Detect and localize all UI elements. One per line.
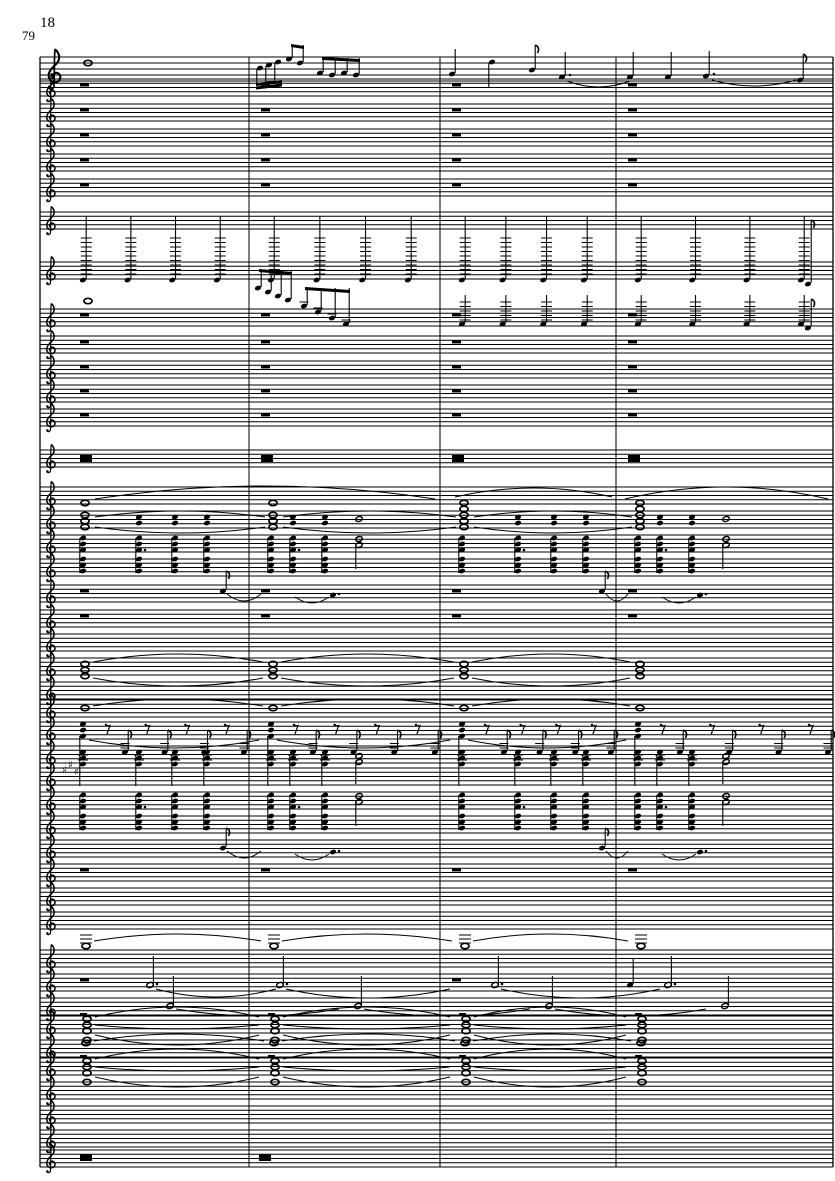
- page-number: 18: [40, 15, 55, 31]
- svg-text:♯: ♯: [62, 765, 67, 776]
- svg-text:♯: ♯: [74, 767, 79, 778]
- svg-text:♯: ♯: [68, 760, 73, 771]
- measure-number: 79: [22, 28, 35, 43]
